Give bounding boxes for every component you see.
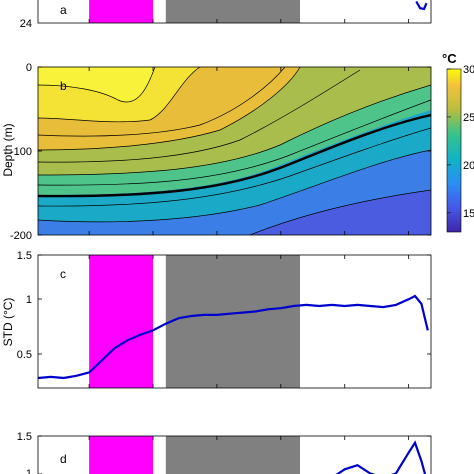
panel-d-label: d [60,452,67,466]
panel-d-ytick-1: 1 [26,468,32,474]
panel-d: 1.5 1 d [17,431,432,474]
colorbar-tick-label: 25 [463,112,474,124]
band-olive [38,67,431,175]
panel-d-xticks [88,436,410,440]
panel-c-yticks [38,254,431,355]
panel-a-xticks [88,19,410,23]
panel-d-ytick-1.5: 1.5 [17,431,32,443]
panel-a-band-1 [165,0,300,23]
isotherm-lines [38,67,431,235]
panel-b-yticks [38,66,431,236]
panel-c-ytick-1.5: 1.5 [17,250,32,262]
panel-c-label: c [60,267,66,281]
panel-c: 1.5 1 0.5 STD (°C) c [1,250,432,389]
panel-b-xticks [88,67,410,235]
panel-d-axes [37,435,432,474]
panel-a-band-0 [89,0,154,23]
panel-c-ytick-1: 1 [26,294,32,306]
panel-c-ylabel: STD (°C) [1,298,15,347]
band-gold [38,67,300,150]
band-yellow2 [38,67,200,122]
panel-c-bands [89,255,300,388]
panel-c-xticks [88,255,410,388]
panel-a-bands [89,0,300,23]
panel-c-ytick-0.5: 0.5 [17,349,32,361]
band-blue [250,190,431,235]
colorbar-tick-label: 30 [463,64,474,76]
panel-b-ytick-0: 0 [26,62,32,74]
colorbar-unit: °C [442,51,457,66]
panel-c-axes [37,254,432,389]
panel-a-axes [37,0,432,24]
panel-c-band-0 [89,255,154,388]
panel-c-std-line [38,294,429,380]
panel-d-yticks [38,435,431,474]
panel-d-bands [89,436,300,474]
colorbar-ticks: 30 25 20 15 [447,64,474,220]
colorbar-tick-label: 20 [463,160,474,172]
panel-b-label: b [60,79,67,93]
colorbar-tick-label: 15 [463,208,474,220]
panel-a-std-line [415,0,428,11]
band-green [38,85,431,195]
panel-b: 0 -100 -200 Depth (m) b 30 25 20 15 °C [1,51,474,242]
panel-a: a 24 [20,0,432,30]
panel-c-band-1 [165,255,300,388]
isotherm-bold [38,113,431,198]
panel-a-ytick-24: 24 [20,18,32,30]
panel-b-heatmap [38,67,431,235]
panel-d-band-1 [165,436,300,474]
panel-b-ytick-100: -100 [10,146,32,158]
panel-b-ytick-200: -200 [10,230,32,242]
panel-b-ylabel: Depth (m) [1,123,15,176]
colorbar [446,68,462,233]
band-yellow [38,67,155,103]
panel-d-std-line [335,440,427,474]
panel-a-label: a [60,3,67,17]
panel-d-band-0 [89,436,154,474]
